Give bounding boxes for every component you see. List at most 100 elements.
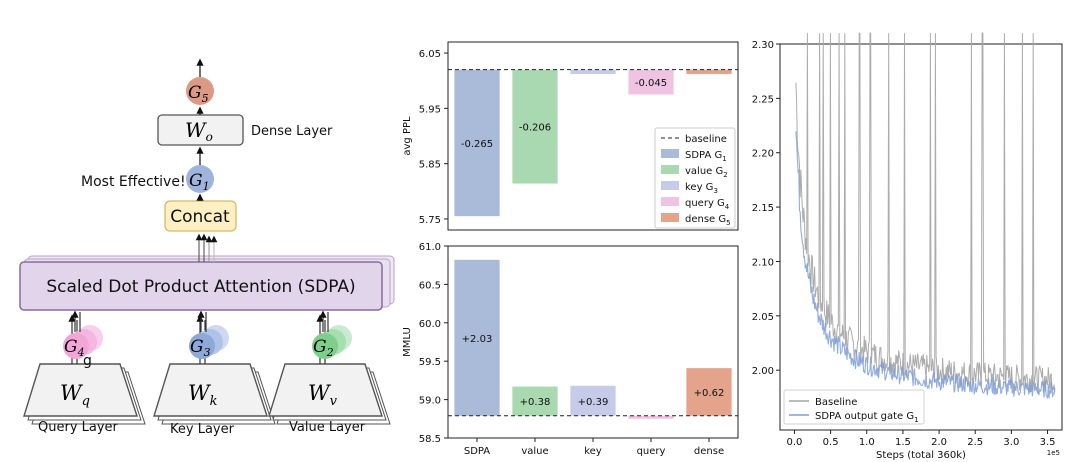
plot-frame [447, 41, 739, 231]
bar-key [570, 69, 616, 75]
bar-value-label: +0.39 [578, 397, 609, 408]
y-tick-label: 60.0 [419, 319, 441, 330]
legend-swatch [661, 213, 679, 222]
bar-dense [686, 368, 732, 416]
key-weight-stack: Wk [153, 363, 276, 425]
legend-entry: SDPA G1 [685, 150, 727, 163]
legend-swatch [661, 165, 679, 174]
gate-g4: G4 g [63, 325, 103, 369]
dense-layer-label: Dense Layer [251, 124, 333, 139]
loss-line-chart: 2.00 2.05 2.10 2.15 2.20 2.25 2.30 0.0 0.5 1.0 1.5… [752, 32, 1063, 461]
bar-value-label: -0.045 [635, 78, 667, 89]
bar-value-label: +0.62 [694, 388, 725, 399]
g3-label: G3 [190, 337, 211, 359]
y-tick-label: 60.5 [419, 280, 441, 291]
query-weight-stack: Wq [23, 363, 146, 425]
value-weight-stack: Wv [268, 363, 391, 425]
legend-entry: query G4 [685, 198, 730, 211]
legend-entry: baseline [685, 134, 727, 145]
y-tick-label: 2.05 [752, 312, 774, 323]
bar-value-label: +0.38 [520, 397, 551, 408]
wo-label: Wo [185, 118, 213, 144]
y-tick-label: 2.15 [752, 203, 774, 214]
bar-SDPA [454, 69, 500, 217]
stray-glyph: g [83, 353, 92, 369]
gate-g1: G1 [186, 165, 214, 193]
x-tick-label: 3.5 [1040, 437, 1056, 448]
x-tick-label: dense [694, 446, 724, 457]
legend-swatch [661, 197, 679, 206]
y-tick-label: 61.0 [419, 242, 441, 253]
y-tick-label: 2.10 [752, 257, 774, 268]
y-axis-label: MMLU [402, 327, 413, 357]
y-tick-label: 58.5 [419, 434, 441, 445]
x-tick-label: 3.0 [1003, 437, 1019, 448]
x-axis-label: Steps (total 360k) [876, 450, 966, 461]
g4-label: G4 [64, 337, 85, 359]
bar-key [570, 385, 616, 416]
x-tick-label: query [637, 446, 666, 457]
legend-entry: dense G5 [685, 214, 731, 227]
architecture-diagram: Wq Wk Wv Query Layer Key Layer Value Lay… [19, 58, 395, 437]
bar-value-label: -0.206 [519, 123, 551, 134]
y-tick-label: 2.20 [752, 149, 774, 160]
y-tick-label: 5.95 [419, 104, 441, 115]
y-axis-label: avg PPL [402, 116, 413, 156]
y-tick-label: 5.85 [419, 160, 441, 171]
y-tick-label: 6.05 [419, 49, 441, 60]
y-tick-label: 2.30 [752, 40, 774, 51]
x-tick-label: 2.0 [931, 437, 947, 448]
key-layer-label: Key Layer [170, 422, 235, 437]
bar-query [628, 69, 674, 95]
concat-label: Concat [170, 207, 230, 227]
mmlu-bar-chart: 58.5 59.0 59.5 60.0 60.5 61.0 +2.03 SDPA +0.38 va… [402, 242, 739, 457]
x-tick-label: 2.5 [967, 437, 983, 448]
g1-label: G1 [189, 171, 210, 193]
plot-frame [779, 43, 1063, 431]
wk-label: Wk [188, 381, 218, 409]
sdpa-label: Scaled Dot Product Attention (SDPA) [46, 277, 355, 297]
y-tick-label: 59.5 [419, 357, 441, 368]
bar-value-label: +2.03 [462, 334, 493, 345]
legend-swatch [661, 149, 679, 158]
legend-entry: SDPA output gate G1 [815, 411, 919, 424]
x-tick-label: SDPA [464, 446, 490, 457]
concat-block: Concat [164, 200, 237, 232]
value-layer-label: Value Layer [289, 420, 366, 435]
x-tick-label: value [521, 446, 548, 457]
series-line-1 [795, 131, 1056, 399]
legend-entry: Baseline [815, 397, 857, 408]
wq-label: Wq [60, 381, 90, 409]
bar-value [512, 386, 558, 416]
most-effective-label: Most Effective! [81, 174, 186, 190]
x-tick-label: 1.0 [859, 437, 875, 448]
legend-swatch [661, 181, 679, 190]
bar-query [628, 415, 674, 419]
g5-label: G5 [188, 83, 209, 105]
y-tick-label: 59.0 [419, 396, 441, 407]
gate-g2: G2 [312, 325, 352, 359]
x-tick-label: 0.0 [787, 437, 803, 448]
bar-SDPA [454, 259, 500, 416]
x-tick-label: 0.5 [823, 437, 839, 448]
legend-entry: value G2 [685, 166, 728, 179]
bar-value [512, 69, 558, 184]
g2-label: G2 [313, 337, 334, 359]
x-multiplier: 1e5 [1047, 449, 1060, 457]
y-tick-label: 2.00 [752, 366, 774, 377]
sdpa-block: Scaled Dot Product Attention (SDPA) [19, 255, 395, 311]
gate-g5: G5 [186, 77, 214, 105]
y-tick-label: 5.75 [419, 215, 441, 226]
wv-label: Wv [308, 381, 338, 409]
x-tick-label: 1.5 [895, 437, 911, 448]
series-line-0 [795, 32, 1056, 393]
x-tick-label: key [584, 446, 602, 457]
y-tick-label: 2.25 [752, 94, 774, 105]
legend-entry: key G3 [685, 182, 718, 195]
output-weight-box: Wo [157, 114, 244, 146]
ppl-bar-chart: 5.75 5.85 5.95 6.05 -0.265 -0.206 -0.045 avg PP… [402, 41, 739, 231]
query-layer-label: Query Layer [38, 420, 119, 435]
bar-value-label: -0.265 [461, 139, 493, 150]
legend-box [783, 389, 925, 425]
bar-dense [686, 69, 732, 75]
